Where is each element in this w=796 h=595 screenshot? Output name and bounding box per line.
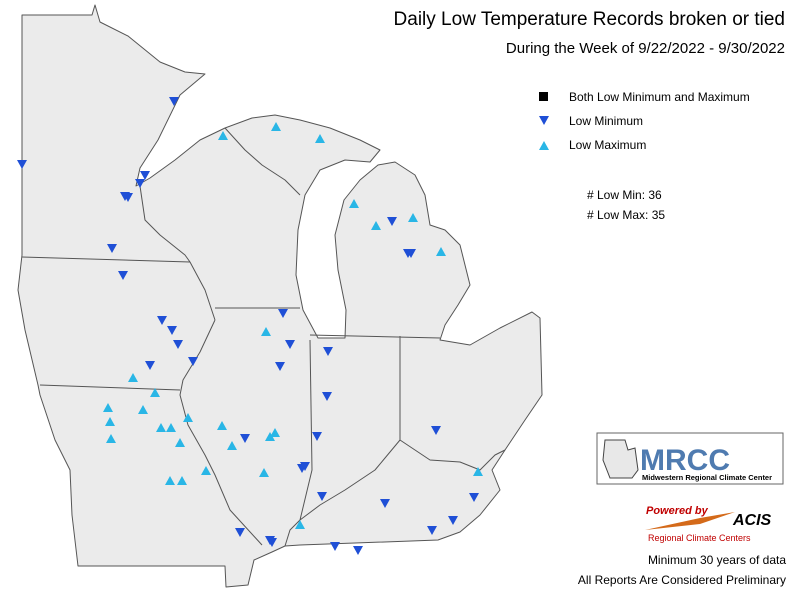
low-max-marker	[177, 476, 187, 485]
low-min-marker	[157, 316, 167, 325]
low-min-marker	[323, 347, 333, 356]
legend-entry: Low Maximum	[569, 138, 646, 152]
low-max-marker	[259, 468, 269, 477]
low-min-marker	[427, 526, 437, 535]
low-min-marker	[406, 249, 416, 258]
low-min-marker	[240, 434, 250, 443]
low-min-marker	[167, 326, 177, 335]
low-min-marker	[431, 426, 441, 435]
low-min-marker	[322, 392, 332, 401]
count-low-max: # Low Max: 35	[587, 208, 665, 222]
low-min-marker	[353, 546, 363, 555]
state-borders	[21, 127, 506, 547]
low-max-marker	[408, 213, 418, 222]
low-max-marker	[183, 413, 193, 422]
mrcc-logo-map	[602, 439, 639, 479]
low-max-marker	[128, 373, 138, 382]
legend-both-marker	[539, 92, 548, 101]
title: Daily Low Temperature Records broken or …	[394, 9, 785, 30]
low-max-marker	[165, 476, 175, 485]
low-max-marker	[166, 423, 176, 432]
acis-powered: Powered by	[646, 505, 709, 517]
low-max-marker	[270, 428, 280, 437]
legend-min-marker	[539, 116, 549, 125]
low-max-marker	[265, 432, 275, 441]
low-min-marker	[235, 528, 245, 537]
low-max-marker	[217, 421, 227, 430]
station-markers	[17, 97, 483, 555]
low-max-marker	[271, 122, 281, 131]
low-max-marker	[315, 134, 325, 143]
legend-entry: Low Minimum	[569, 114, 643, 128]
low-min-marker	[300, 462, 310, 471]
low-max-marker	[261, 327, 271, 336]
low-max-marker	[106, 434, 116, 443]
low-min-marker	[173, 340, 183, 349]
low-max-marker	[227, 441, 237, 450]
low-min-marker	[387, 217, 397, 226]
low-max-marker	[218, 131, 228, 140]
low-max-marker	[473, 467, 483, 476]
low-min-marker	[17, 160, 27, 169]
low-min-marker	[145, 361, 155, 370]
low-min-marker	[448, 516, 458, 525]
low-min-marker	[278, 309, 288, 318]
low-max-marker	[103, 403, 113, 412]
count-low-min: # Low Min: 36	[587, 188, 662, 202]
low-max-marker	[371, 221, 381, 230]
low-max-marker	[349, 199, 359, 208]
footer-note: Minimum 30 years of data	[648, 553, 786, 567]
low-max-marker	[150, 388, 160, 397]
subtitle: During the Week of 9/22/2022 - 9/30/2022	[506, 40, 785, 57]
mrcc-name: Midwestern Regional Climate Center	[642, 473, 772, 482]
low-min-marker	[135, 179, 145, 188]
low-max-marker	[201, 466, 211, 475]
low-min-marker	[317, 492, 327, 501]
low-max-marker	[105, 417, 115, 426]
low-max-marker	[156, 423, 166, 432]
low-min-marker	[380, 499, 390, 508]
region-land	[17, 4, 543, 588]
acis-text: ACIS	[732, 512, 772, 529]
low-min-marker	[107, 244, 117, 253]
low-min-marker	[140, 171, 150, 180]
low-max-marker	[436, 247, 446, 256]
low-min-marker	[312, 432, 322, 441]
mrcc-logo-text: MRCC	[640, 444, 730, 477]
footer-note: All Reports Are Considered Preliminary	[578, 573, 786, 587]
acis-swoosh	[645, 512, 735, 530]
low-min-marker	[188, 357, 198, 366]
low-max-marker	[138, 405, 148, 414]
low-min-marker	[267, 538, 277, 547]
low-min-marker	[330, 542, 340, 551]
low-min-marker	[169, 97, 179, 106]
low-min-marker	[275, 362, 285, 371]
low-min-marker	[123, 193, 133, 202]
acis-rcc: Regional Climate Centers	[648, 533, 751, 543]
low-min-marker	[118, 271, 128, 280]
low-min-marker	[469, 493, 479, 502]
legend-max-marker	[539, 141, 549, 150]
legend-entry: Both Low Minimum and Maximum	[569, 90, 750, 104]
low-max-marker	[295, 520, 305, 529]
low-min-marker	[285, 340, 295, 349]
low-max-marker	[175, 438, 185, 447]
